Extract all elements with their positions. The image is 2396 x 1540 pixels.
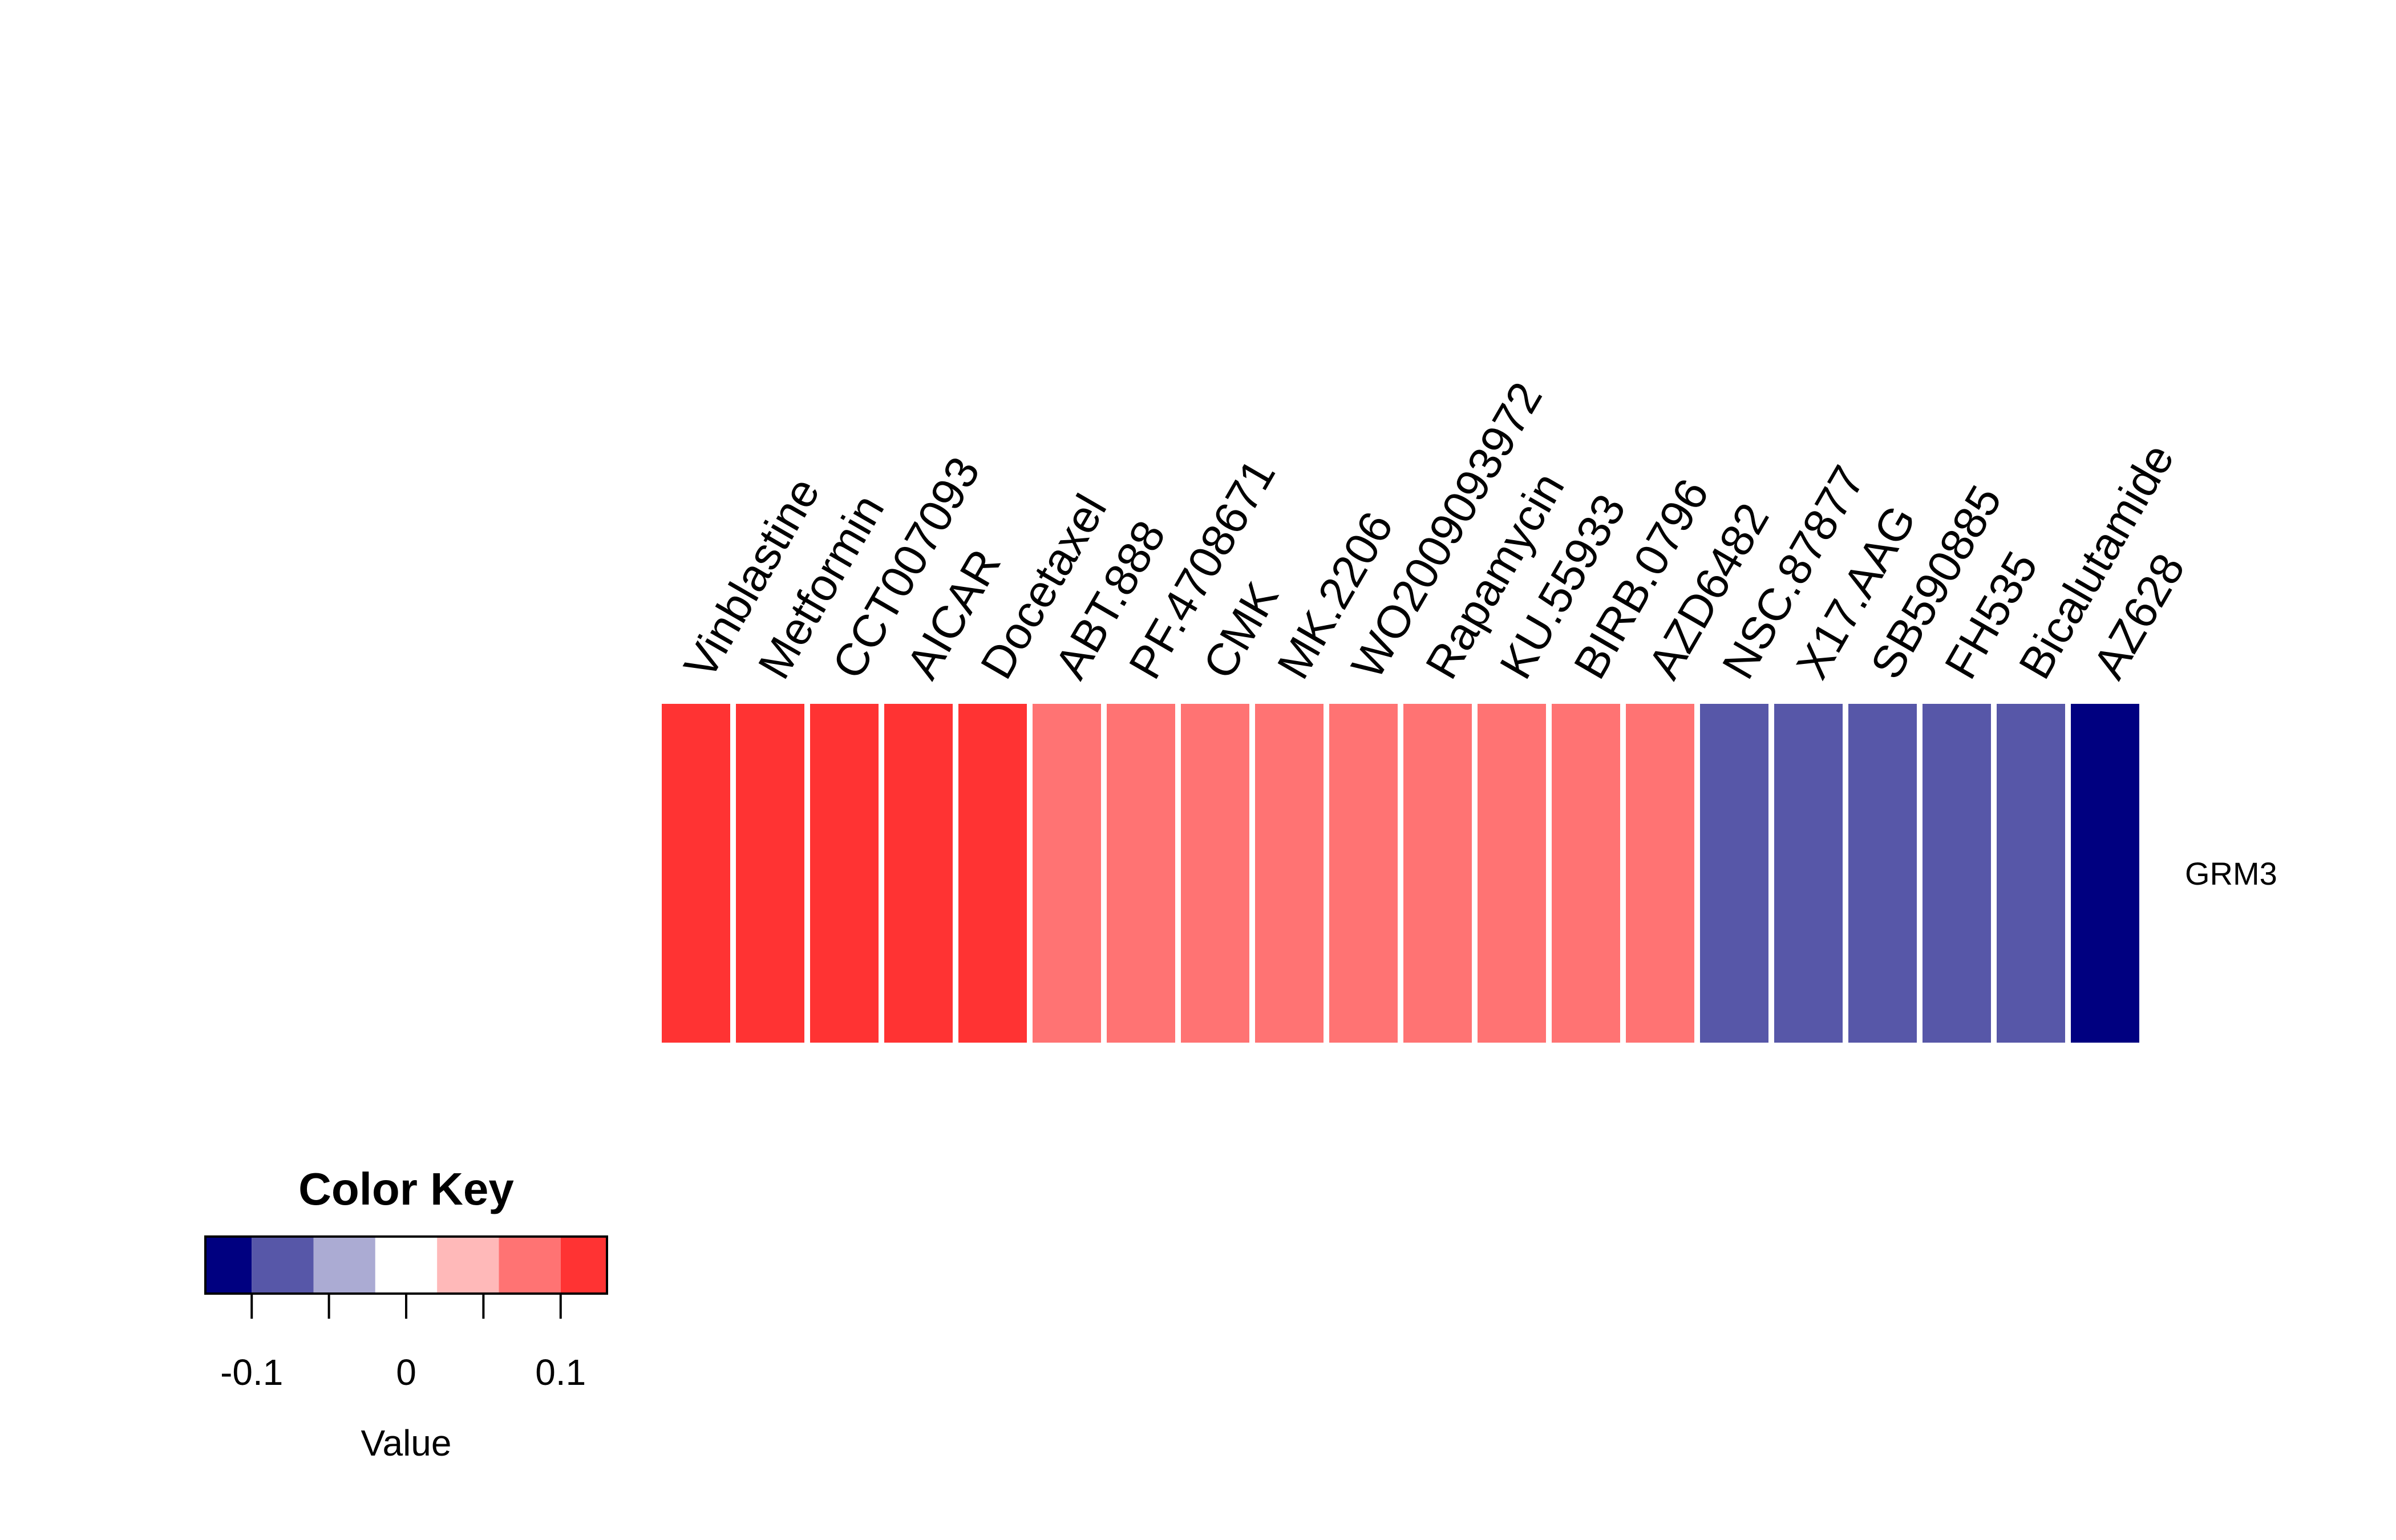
color-key-swatch — [313, 1237, 375, 1294]
heatmap-cell — [1033, 704, 1101, 1043]
color-key-swatch — [375, 1237, 438, 1294]
color-key-axis-label: Value — [361, 1423, 452, 1464]
color-key-swatch — [560, 1237, 607, 1294]
color-key-swatch — [499, 1237, 561, 1294]
heatmap-cell — [1329, 704, 1398, 1043]
row-label: GRM3 — [2185, 856, 2277, 891]
color-key-swatch — [205, 1237, 252, 1294]
heatmap-cell — [736, 704, 804, 1043]
heatmap-cell — [884, 704, 953, 1043]
heatmap-cell — [2071, 704, 2139, 1043]
heatmap-cell — [1774, 704, 1843, 1043]
color-key-tick-label: -0.1 — [220, 1352, 283, 1393]
heatmap-cell — [1255, 704, 1324, 1043]
heatmap-cell — [1478, 704, 1546, 1043]
heatmap-cell — [1403, 704, 1472, 1043]
heatmap-cell — [662, 704, 730, 1043]
color-key-swatch — [252, 1237, 314, 1294]
color-key-swatches — [205, 1237, 607, 1294]
heatmap-cell — [1107, 704, 1175, 1043]
color-key: Color Key -0.1 0 0.1 Value — [204, 1164, 608, 1464]
color-key-tick-label: 0 — [396, 1352, 416, 1393]
heatmap-cell — [958, 704, 1027, 1043]
row-labels: GRM3 — [2185, 856, 2277, 891]
heatmap-cell — [1626, 704, 1694, 1043]
heatmap-cell — [1997, 704, 2065, 1043]
heatmap-cells — [662, 704, 2139, 1043]
color-key-swatch — [437, 1237, 499, 1294]
heatmap-cell — [1700, 704, 1768, 1043]
heatmap-cell — [810, 704, 879, 1043]
column-labels: VinblastineMetforminCCT007093AICARDoceta… — [674, 374, 2195, 687]
color-key-tick-label: 0.1 — [535, 1352, 586, 1393]
color-key-ticks: -0.1 0 0.1 — [205, 1292, 607, 1393]
heatmap-cell — [1848, 704, 1917, 1043]
color-key-title: Color Key — [298, 1164, 514, 1214]
heatmap-cell — [1552, 704, 1620, 1043]
heatmap-cell — [1181, 704, 1249, 1043]
heatmap-cell — [1923, 704, 1991, 1043]
